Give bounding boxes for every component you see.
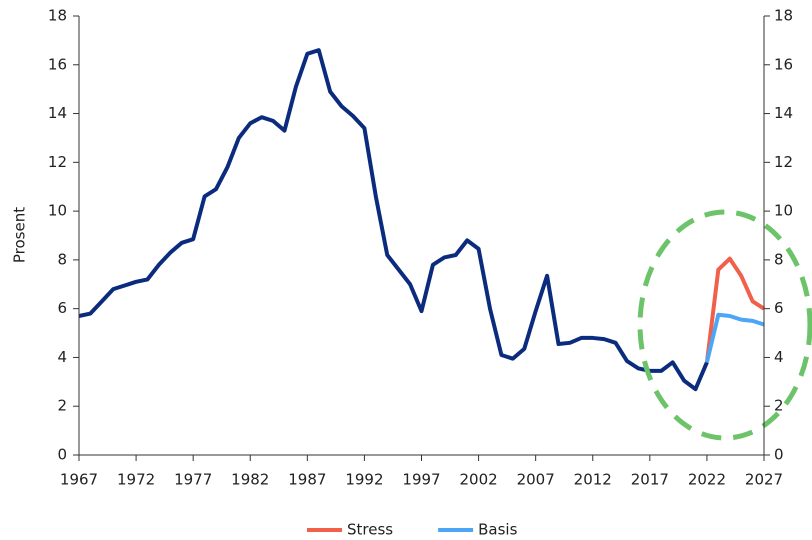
series-line bbox=[704, 312, 765, 363]
y2-tick-label: 6 bbox=[774, 299, 784, 317]
x-tick-label: 1997 bbox=[402, 471, 440, 489]
y2-tick-label: 8 bbox=[774, 250, 784, 268]
y-tick-label: 10 bbox=[48, 202, 67, 220]
legend-label: Stress bbox=[347, 521, 393, 539]
x-tick-label: 1992 bbox=[345, 471, 383, 489]
y2-tick-label: 10 bbox=[774, 202, 793, 220]
legend-label: Basis bbox=[478, 521, 517, 539]
y-tick-label: 2 bbox=[57, 397, 67, 415]
x-tick-label: 2017 bbox=[631, 471, 669, 489]
y-tick-label: 6 bbox=[57, 299, 67, 317]
x-tick-label: 1982 bbox=[231, 471, 269, 489]
x-tick-label: 2002 bbox=[459, 471, 497, 489]
y2-tick-label: 0 bbox=[774, 446, 784, 464]
y-tick-label: 14 bbox=[48, 104, 67, 122]
x-tick-label: 1987 bbox=[288, 471, 326, 489]
y2-tick-label: 18 bbox=[774, 7, 793, 25]
y-tick-label: 16 bbox=[48, 55, 67, 73]
y-tick-label: 18 bbox=[48, 7, 67, 25]
series-line bbox=[78, 48, 709, 392]
highlight-ellipse bbox=[637, 209, 812, 441]
x-tick-label: 1972 bbox=[117, 471, 155, 489]
x-tick-label: 2012 bbox=[574, 471, 612, 489]
y-tick-label: 12 bbox=[48, 153, 67, 171]
x-tick-label: 2007 bbox=[517, 471, 555, 489]
y2-tick-label: 2 bbox=[774, 397, 784, 415]
y-axis-label: Prosent bbox=[11, 207, 29, 263]
y2-tick-label: 14 bbox=[774, 104, 793, 122]
x-tick-label: 2027 bbox=[745, 471, 783, 489]
y2-tick-label: 12 bbox=[774, 153, 793, 171]
series-line bbox=[704, 256, 766, 363]
y-tick-label: 8 bbox=[57, 250, 67, 268]
y-tick-label: 4 bbox=[57, 348, 67, 366]
x-tick-label: 1967 bbox=[60, 471, 98, 489]
y2-tick-label: 16 bbox=[774, 55, 793, 73]
y-tick-label: 0 bbox=[57, 446, 67, 464]
y2-tick-label: 4 bbox=[774, 348, 784, 366]
x-tick-label: 2022 bbox=[688, 471, 726, 489]
x-tick-label: 1977 bbox=[174, 471, 212, 489]
